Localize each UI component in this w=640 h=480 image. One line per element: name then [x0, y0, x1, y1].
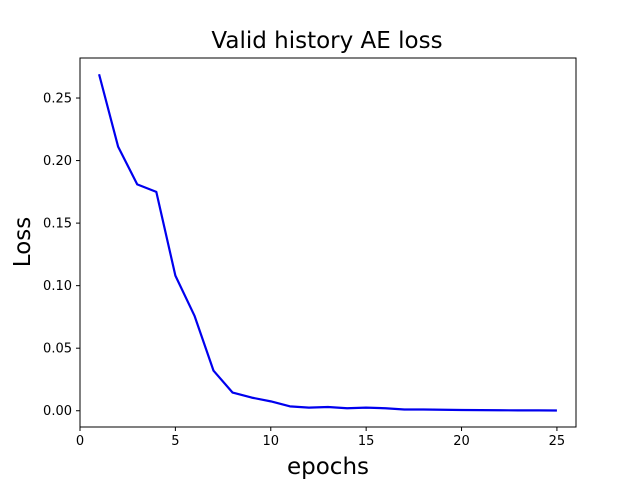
y-tick-label: 0.10 — [43, 279, 72, 294]
plot-area: 0 5 10 15 20 25 0.00 0.05 0.10 0.15 0.20 0.25 — [43, 57, 577, 449]
y-axis-title: Loss — [10, 217, 36, 267]
x-tick-label: 20 — [453, 434, 470, 449]
x-tick-label: 15 — [358, 434, 375, 449]
x-tick-label: 5 — [171, 434, 179, 449]
y-tick-label: 0.25 — [43, 92, 72, 107]
x-tick-label: 25 — [549, 434, 566, 449]
y-tick-label: 0.20 — [43, 154, 72, 169]
chart-title: Valid history AE loss — [211, 28, 442, 54]
x-tick-label: 0 — [76, 434, 84, 449]
y-axis: 0.00 0.05 0.10 0.15 0.20 0.25 — [43, 92, 80, 419]
x-axis-title: epochs — [287, 454, 369, 480]
series-line-0 — [98, 73, 557, 412]
y-tick-label: 0.05 — [43, 342, 72, 357]
plot-frame — [79, 57, 577, 428]
y-tick-label: 0.00 — [43, 404, 72, 419]
x-axis: 0 5 10 15 20 25 — [76, 427, 565, 449]
series-layer — [98, 73, 557, 412]
x-tick-label: 10 — [262, 434, 279, 449]
y-tick-label: 0.15 — [43, 217, 72, 232]
